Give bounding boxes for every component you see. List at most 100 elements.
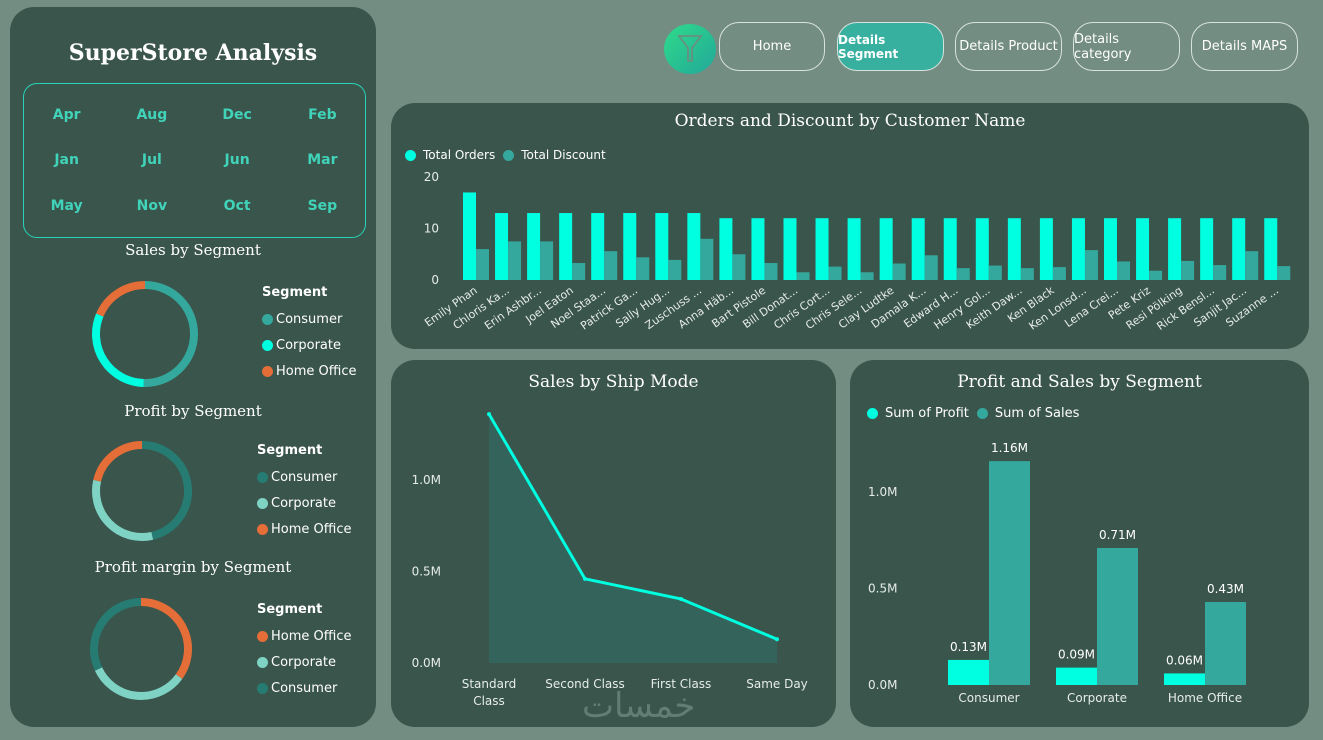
bar-discount[interactable] [636,257,650,280]
month-option-jun[interactable]: Jun [224,152,250,169]
bar-sales[interactable] [1205,602,1246,685]
month-option-may[interactable]: May [50,198,83,215]
month-option-sep[interactable]: Sep [307,198,338,215]
bar-discount[interactable] [1052,267,1066,280]
legend-item-home-office[interactable]: Home Office [257,623,351,649]
bar-profit[interactable] [1056,667,1097,685]
bar-discount[interactable] [988,265,1002,280]
nav-button-details-product[interactable]: Details Product [955,22,1062,71]
bar-discount[interactable] [540,241,554,280]
bar-sales[interactable] [989,461,1030,685]
bar-orders[interactable] [719,218,733,280]
bar-orders[interactable] [655,213,669,280]
donut-slice-consumer[interactable] [90,598,142,671]
legend-item-corporate[interactable]: Corporate [262,332,356,358]
bar-discount[interactable] [956,268,970,280]
bar-discount[interactable] [572,263,586,280]
filter-button[interactable] [664,24,716,74]
bar-orders[interactable] [847,218,861,280]
bar-orders[interactable] [527,213,541,280]
bar-discount[interactable] [892,263,906,280]
bar-discount[interactable] [668,259,682,280]
bar-discount[interactable] [700,238,714,280]
data-point[interactable] [583,576,587,581]
donut-slice-consumer[interactable] [141,441,192,540]
bar-discount[interactable] [1084,250,1098,280]
bar-discount[interactable] [1149,270,1163,280]
bar-orders[interactable] [911,218,925,280]
bar-orders[interactable] [559,213,573,280]
bar-sales[interactable] [1097,547,1138,685]
data-point[interactable] [487,412,491,417]
month-option-aug[interactable]: Aug [136,106,168,123]
bar-orders[interactable] [879,218,893,280]
legend-item-home-office[interactable]: Home Office [262,358,356,384]
bar-orders[interactable] [783,218,797,280]
legend-item-consumer[interactable]: Consumer [257,675,351,701]
bar-orders[interactable] [1200,218,1214,280]
bar-discount[interactable] [828,266,842,280]
nav-button-details-category[interactable]: Details category [1073,22,1180,71]
month-option-dec[interactable]: Dec [222,106,252,123]
bar-orders[interactable] [1264,218,1278,280]
nav-button-details-maps[interactable]: Details MAPS [1191,22,1298,71]
bar-discount[interactable] [924,255,938,280]
bar-orders[interactable] [623,213,637,280]
data-label: 0.09M [1058,648,1095,662]
donut-slice-home-office[interactable] [140,598,192,679]
bar-discount[interactable] [604,251,618,280]
donut-slice-corporate[interactable] [92,313,144,387]
bar-orders[interactable] [1039,218,1053,280]
bar-discount[interactable] [476,249,489,280]
bar-discount[interactable] [860,272,874,280]
bar-orders[interactable] [1104,218,1117,280]
bar-discount[interactable] [732,254,746,280]
data-point[interactable] [679,596,683,601]
donut-slice-corporate[interactable] [92,479,154,541]
month-option-feb[interactable]: Feb [308,106,337,123]
legend-item-consumer[interactable]: Consumer [262,306,356,332]
bar-profit[interactable] [1164,673,1205,685]
month-option-apr[interactable]: Apr [52,106,81,123]
month-option-nov[interactable]: Nov [136,198,168,215]
month-option-oct[interactable]: Oct [223,198,251,215]
bar-orders[interactable] [463,192,476,280]
bar-discount[interactable] [1117,261,1130,280]
bar-orders[interactable] [495,213,509,280]
bar-discount[interactable] [796,272,810,280]
legend-item-corporate[interactable]: Corporate [257,649,351,675]
bar-orders[interactable] [687,213,701,280]
nav-button-details-segment[interactable]: Details Segment [837,22,944,71]
month-option-jan[interactable]: Jan [54,152,79,169]
bar-orders[interactable] [815,218,829,280]
bar-discount[interactable] [764,263,778,280]
month-option-mar[interactable]: Mar [307,152,338,169]
bar-orders[interactable] [1232,218,1246,280]
bar-discount[interactable] [1181,260,1195,280]
donut-slice-home-office[interactable] [93,441,143,482]
bar-orders[interactable] [943,218,957,280]
legend-item-consumer[interactable]: Consumer [257,464,351,490]
bar-discount[interactable] [1245,251,1259,280]
bar-discount[interactable] [1213,265,1227,280]
legend-label: Corporate [271,495,336,511]
bar-orders[interactable] [591,213,605,280]
bar-orders[interactable] [1168,218,1182,280]
month-option-jul[interactable]: Jul [141,152,162,169]
bar-discount[interactable] [508,241,522,280]
bar-orders[interactable] [1136,218,1150,280]
data-point[interactable] [775,637,779,642]
bar-orders[interactable] [1071,218,1085,280]
donut-slice-corporate[interactable] [94,667,183,700]
nav-button-home[interactable]: Home [719,22,825,71]
bar-profit[interactable] [948,659,989,685]
bar-discount[interactable] [1277,266,1291,280]
bar-orders[interactable] [1007,218,1021,280]
bar-orders[interactable] [751,218,765,280]
bar-discount[interactable] [1020,268,1034,280]
legend-item-home-office[interactable]: Home Office [257,516,351,542]
donut-slice-home-office[interactable] [96,281,146,317]
legend-item-corporate[interactable]: Corporate [257,490,351,516]
bar-orders[interactable] [975,218,989,280]
donut-slice-consumer[interactable] [143,281,198,387]
